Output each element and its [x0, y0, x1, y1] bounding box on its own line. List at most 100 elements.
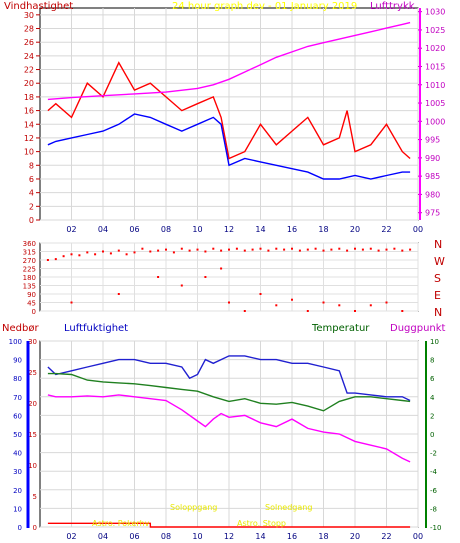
humidity-tick-label: 100 — [9, 338, 22, 346]
wind-direction-point — [275, 247, 278, 250]
precipitation-tick-label: 5 — [33, 493, 37, 501]
wind-direction-point — [109, 252, 112, 255]
temperature-tick-label: -4 — [430, 468, 438, 476]
wind-speed-tick-label: 16 — [24, 107, 34, 116]
wind-direction-point — [102, 250, 104, 253]
wind-direction-point — [243, 310, 246, 312]
wind-speed-tick-label: 28 — [24, 25, 34, 34]
humidity-axis-ticks: 0 10 20 30 40 50 60 70 80 90 100 — [9, 338, 22, 532]
astro-set-annotation: Astro. Stopp — [237, 519, 286, 528]
pressure-tick-label: 1000 — [425, 117, 445, 126]
chart-title: 24 hour graph dev - 01 January 2019 — [172, 1, 357, 12]
pressure-tick-label: 1030 — [425, 8, 445, 17]
pressure-tick-label: 1010 — [425, 81, 445, 90]
time-tick-label: 02 — [66, 532, 76, 541]
wind-direction-point — [235, 247, 238, 250]
temperature-tick-label: 10 — [430, 338, 439, 346]
wind-direction-point — [157, 249, 160, 252]
time-tick-label: 16 — [287, 225, 297, 234]
wind-direction-point — [204, 250, 207, 253]
time-tick-label: 00 — [413, 532, 423, 541]
temperature-tick-label: -10 — [430, 524, 441, 532]
wind-direction-point — [385, 248, 388, 251]
wind-direction-point — [322, 301, 325, 304]
direction-degree-label: 180 — [23, 274, 36, 282]
time-tick-label: 02 — [66, 225, 76, 234]
compass-label: E — [434, 289, 441, 302]
pressure-tick-label: 1015 — [425, 62, 445, 71]
pressure-tick-label: 1020 — [425, 44, 445, 53]
wind-direction-point — [141, 247, 144, 250]
wind-speed-tick-label: 12 — [24, 134, 34, 143]
temperature-tick-label: -2 — [430, 450, 437, 458]
direction-degree-label: 225 — [23, 266, 36, 274]
wind-direction-point — [369, 304, 372, 307]
wind-gust-line — [47, 61, 411, 160]
direction-degree-label: 135 — [23, 283, 36, 291]
wind-speed-tick-label: 0 — [29, 216, 34, 225]
wind-direction-point — [54, 258, 57, 261]
precipitation-tick-label: 10 — [28, 462, 37, 470]
wind-direction-point — [188, 249, 191, 252]
compass-label: S — [434, 272, 441, 285]
wind-direction-point — [275, 304, 278, 307]
wind-pressure-series — [47, 21, 411, 180]
wind-direction-point — [251, 248, 254, 251]
pressure-tick-label: 985 — [425, 172, 440, 181]
wind-direction-point — [220, 267, 223, 270]
wind-direction-point — [78, 254, 81, 257]
time-tick-label: 10 — [192, 225, 202, 234]
pressure-tick-label: 990 — [425, 154, 440, 163]
time-tick-label: 22 — [381, 225, 391, 234]
humidity-tick-label: 60 — [13, 412, 22, 420]
temperature-axis-label: Temperatur — [311, 323, 370, 334]
time-tick-label: 00 — [413, 225, 423, 234]
wind-direction-point — [220, 249, 223, 252]
wind-direction-point — [149, 250, 152, 253]
pressure-line — [47, 21, 411, 101]
time-tick-label: 06 — [129, 225, 139, 234]
wind-speed-tick-label: 14 — [24, 120, 34, 129]
temperature-tick-label: 8 — [430, 357, 434, 365]
wind-direction-point — [70, 253, 73, 256]
wind-direction-point — [330, 248, 333, 251]
wind-direction-point — [409, 248, 412, 251]
precipitation-axis-ticks: 0 5 10 15 20 25 30 — [28, 338, 37, 532]
humidity-tick-label: 20 — [13, 487, 22, 495]
wind-speed-tick-label: 4 — [29, 189, 34, 198]
wind-direction-point — [62, 255, 65, 258]
wind-direction-point — [338, 304, 341, 307]
temperature-tick-label: 6 — [430, 375, 435, 383]
wind-direction-point — [283, 248, 286, 251]
wind-speed-tick-label: 20 — [24, 79, 34, 88]
dewpoint-line — [47, 394, 411, 463]
wind-speed-tick-label: 18 — [24, 93, 34, 102]
wind-speed-tick-label: 8 — [29, 161, 34, 170]
wind-direction-point — [369, 247, 372, 250]
wind-direction-point — [86, 251, 89, 254]
wind-direction-point — [125, 253, 128, 256]
direction-degree-label: 360 — [23, 240, 36, 248]
humidity-axis-label: Luftfuktighet — [64, 323, 128, 334]
time-tick-label: 16 — [287, 532, 297, 541]
direction-degree-label: 90 — [27, 291, 36, 299]
wind-direction-point — [196, 248, 199, 251]
temperature-line — [47, 372, 411, 412]
temperature-tick-label: 0 — [430, 431, 434, 439]
time-tick-label: 08 — [161, 225, 171, 234]
humidity-tick-label: 40 — [13, 450, 22, 458]
wind-speed-tick-label: 30 — [24, 11, 34, 20]
time-tick-label: 08 — [161, 532, 171, 541]
wind-direction-point — [291, 298, 293, 301]
wind-direction-point — [385, 301, 388, 304]
wind-direction-point — [228, 248, 230, 251]
wind-direction-point — [346, 249, 349, 252]
wind-direction-point — [338, 247, 341, 250]
temperature-tick-label: -8 — [430, 505, 437, 513]
wind-direction-point — [157, 276, 160, 278]
pressure-tick-label: 995 — [425, 136, 440, 145]
wind-direction-point — [94, 253, 97, 256]
humidity-tick-label: 50 — [13, 431, 22, 439]
